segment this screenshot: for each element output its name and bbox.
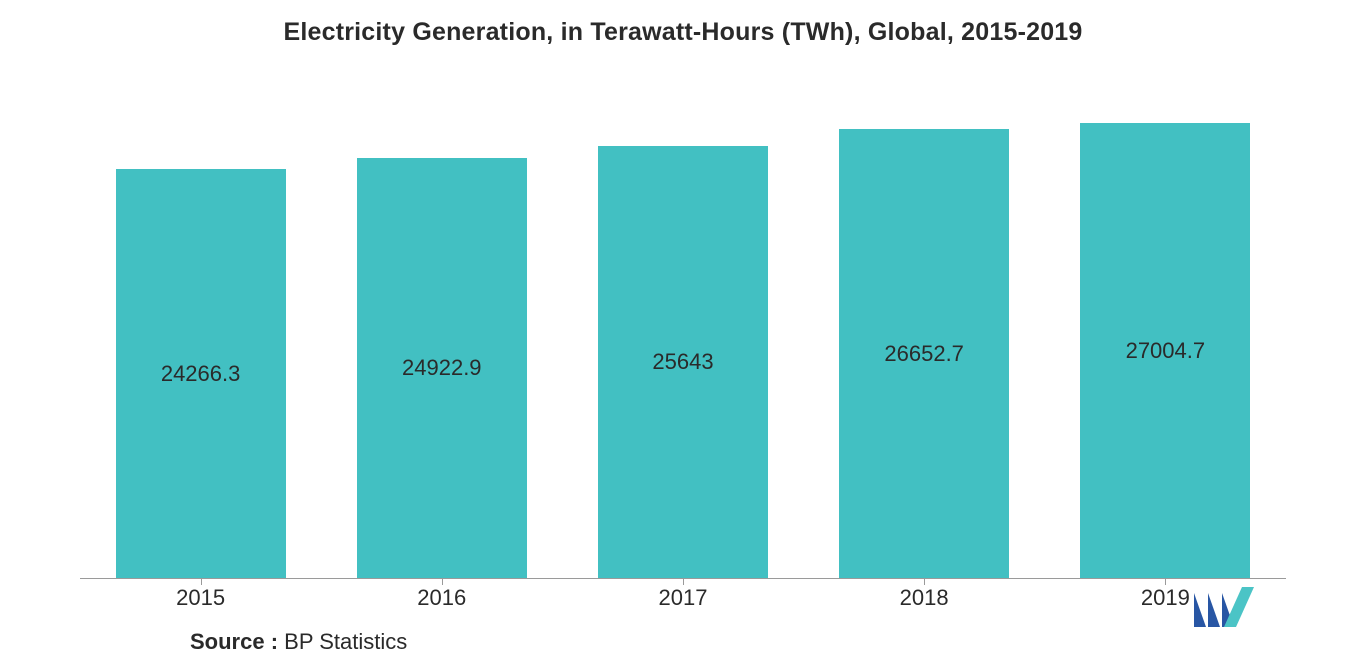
x-tick: 2015 xyxy=(80,585,321,611)
x-tick: 2018 xyxy=(804,585,1045,611)
source-attribution: Source : BP Statistics xyxy=(190,629,1306,655)
chart-title: Electricity Generation, in Terawatt-Hour… xyxy=(60,18,1306,47)
bar-column: 24266.3 xyxy=(80,169,321,578)
watermark-logo xyxy=(1192,587,1256,627)
chart-container: Electricity Generation, in Terawatt-Hour… xyxy=(0,0,1366,655)
plot-area: 24266.3 24922.9 25643 26652.7 27004.7 xyxy=(60,77,1306,578)
source-label: Source : xyxy=(190,629,278,654)
bar: 27004.7 xyxy=(1080,123,1250,578)
bar: 24266.3 xyxy=(116,169,286,578)
source-value: BP Statistics xyxy=(278,629,407,654)
bar-value-label: 24922.9 xyxy=(402,355,482,381)
bar-column: 25643 xyxy=(562,146,803,578)
bar: 26652.7 xyxy=(839,129,1009,578)
bar-column: 26652.7 xyxy=(804,129,1045,578)
x-axis: 20152016201720182019 xyxy=(60,585,1306,611)
bar-value-label: 24266.3 xyxy=(161,361,241,387)
bar-value-label: 25643 xyxy=(652,349,713,375)
bar-column: 24922.9 xyxy=(321,158,562,578)
x-tick: 2017 xyxy=(562,585,803,611)
bar-value-label: 27004.7 xyxy=(1126,338,1206,364)
bar-value-label: 26652.7 xyxy=(884,341,964,367)
x-tick: 2016 xyxy=(321,585,562,611)
bar: 25643 xyxy=(598,146,768,578)
bar-column: 27004.7 xyxy=(1045,123,1286,578)
bar: 24922.9 xyxy=(357,158,527,578)
